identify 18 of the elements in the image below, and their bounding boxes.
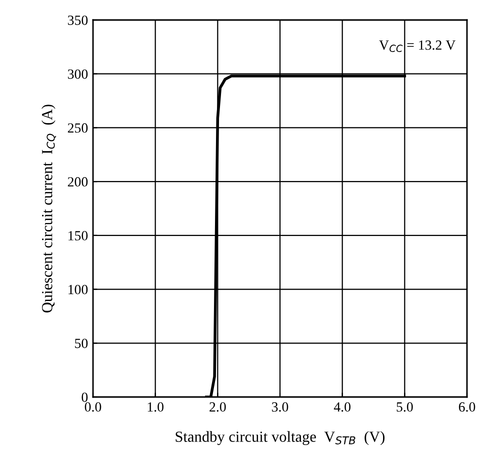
x-axis-title: Standby circuit voltage V$_{STB}$ (V): [176, 431, 385, 446]
y-tick-label: 150: [68, 231, 88, 240]
x-tick-label: 1.0: [148, 402, 164, 412]
y-tick-label: 250: [68, 123, 88, 133]
x-tick-label: 2.0: [210, 402, 226, 412]
x-tick-label: 4.0: [334, 402, 350, 412]
y-tick-label: 300: [68, 69, 88, 79]
annotation: V$_{CC}$ = 13.2 V: [379, 40, 456, 52]
y-axis-title: Quiescent circuit current I$_{CQ}$ (A): [42, 104, 56, 312]
x-tick-label: 5.0: [396, 402, 413, 412]
y-tick-label: 0: [82, 392, 88, 402]
y-tick-label: 350: [68, 16, 88, 25]
x-tick-label: 6.0: [458, 402, 476, 412]
x-tick-label: 0.0: [84, 402, 102, 412]
y-tick-label: 100: [68, 284, 88, 294]
y-tick-label: 200: [68, 177, 88, 187]
x-tick-label: 3.0: [272, 402, 288, 412]
y-tick-label: 50: [75, 338, 88, 348]
